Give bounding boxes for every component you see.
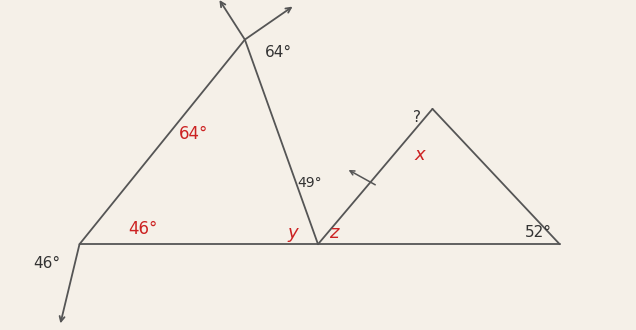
- Text: x: x: [415, 146, 425, 164]
- Text: 49°: 49°: [298, 176, 322, 190]
- Text: 64°: 64°: [179, 125, 209, 143]
- Text: y: y: [287, 224, 298, 242]
- Text: 64°: 64°: [265, 45, 292, 60]
- Text: ?: ?: [413, 110, 421, 125]
- Text: 52°: 52°: [525, 225, 552, 240]
- Text: z: z: [329, 224, 338, 242]
- Text: 46°: 46°: [128, 220, 158, 238]
- Text: 46°: 46°: [33, 256, 60, 272]
